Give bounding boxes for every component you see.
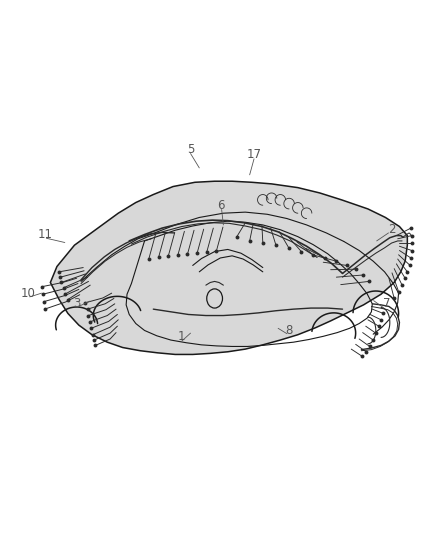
Text: 6: 6 <box>217 199 225 212</box>
Text: 8: 8 <box>286 324 293 337</box>
Text: 17: 17 <box>247 148 261 161</box>
Text: 10: 10 <box>21 287 36 300</box>
Text: 11: 11 <box>37 228 52 241</box>
Text: 1: 1 <box>178 330 186 343</box>
Text: 3: 3 <box>73 297 80 310</box>
Text: 2: 2 <box>388 223 396 236</box>
Text: 7: 7 <box>382 297 390 310</box>
Text: 5: 5 <box>187 143 194 156</box>
Polygon shape <box>50 181 407 354</box>
